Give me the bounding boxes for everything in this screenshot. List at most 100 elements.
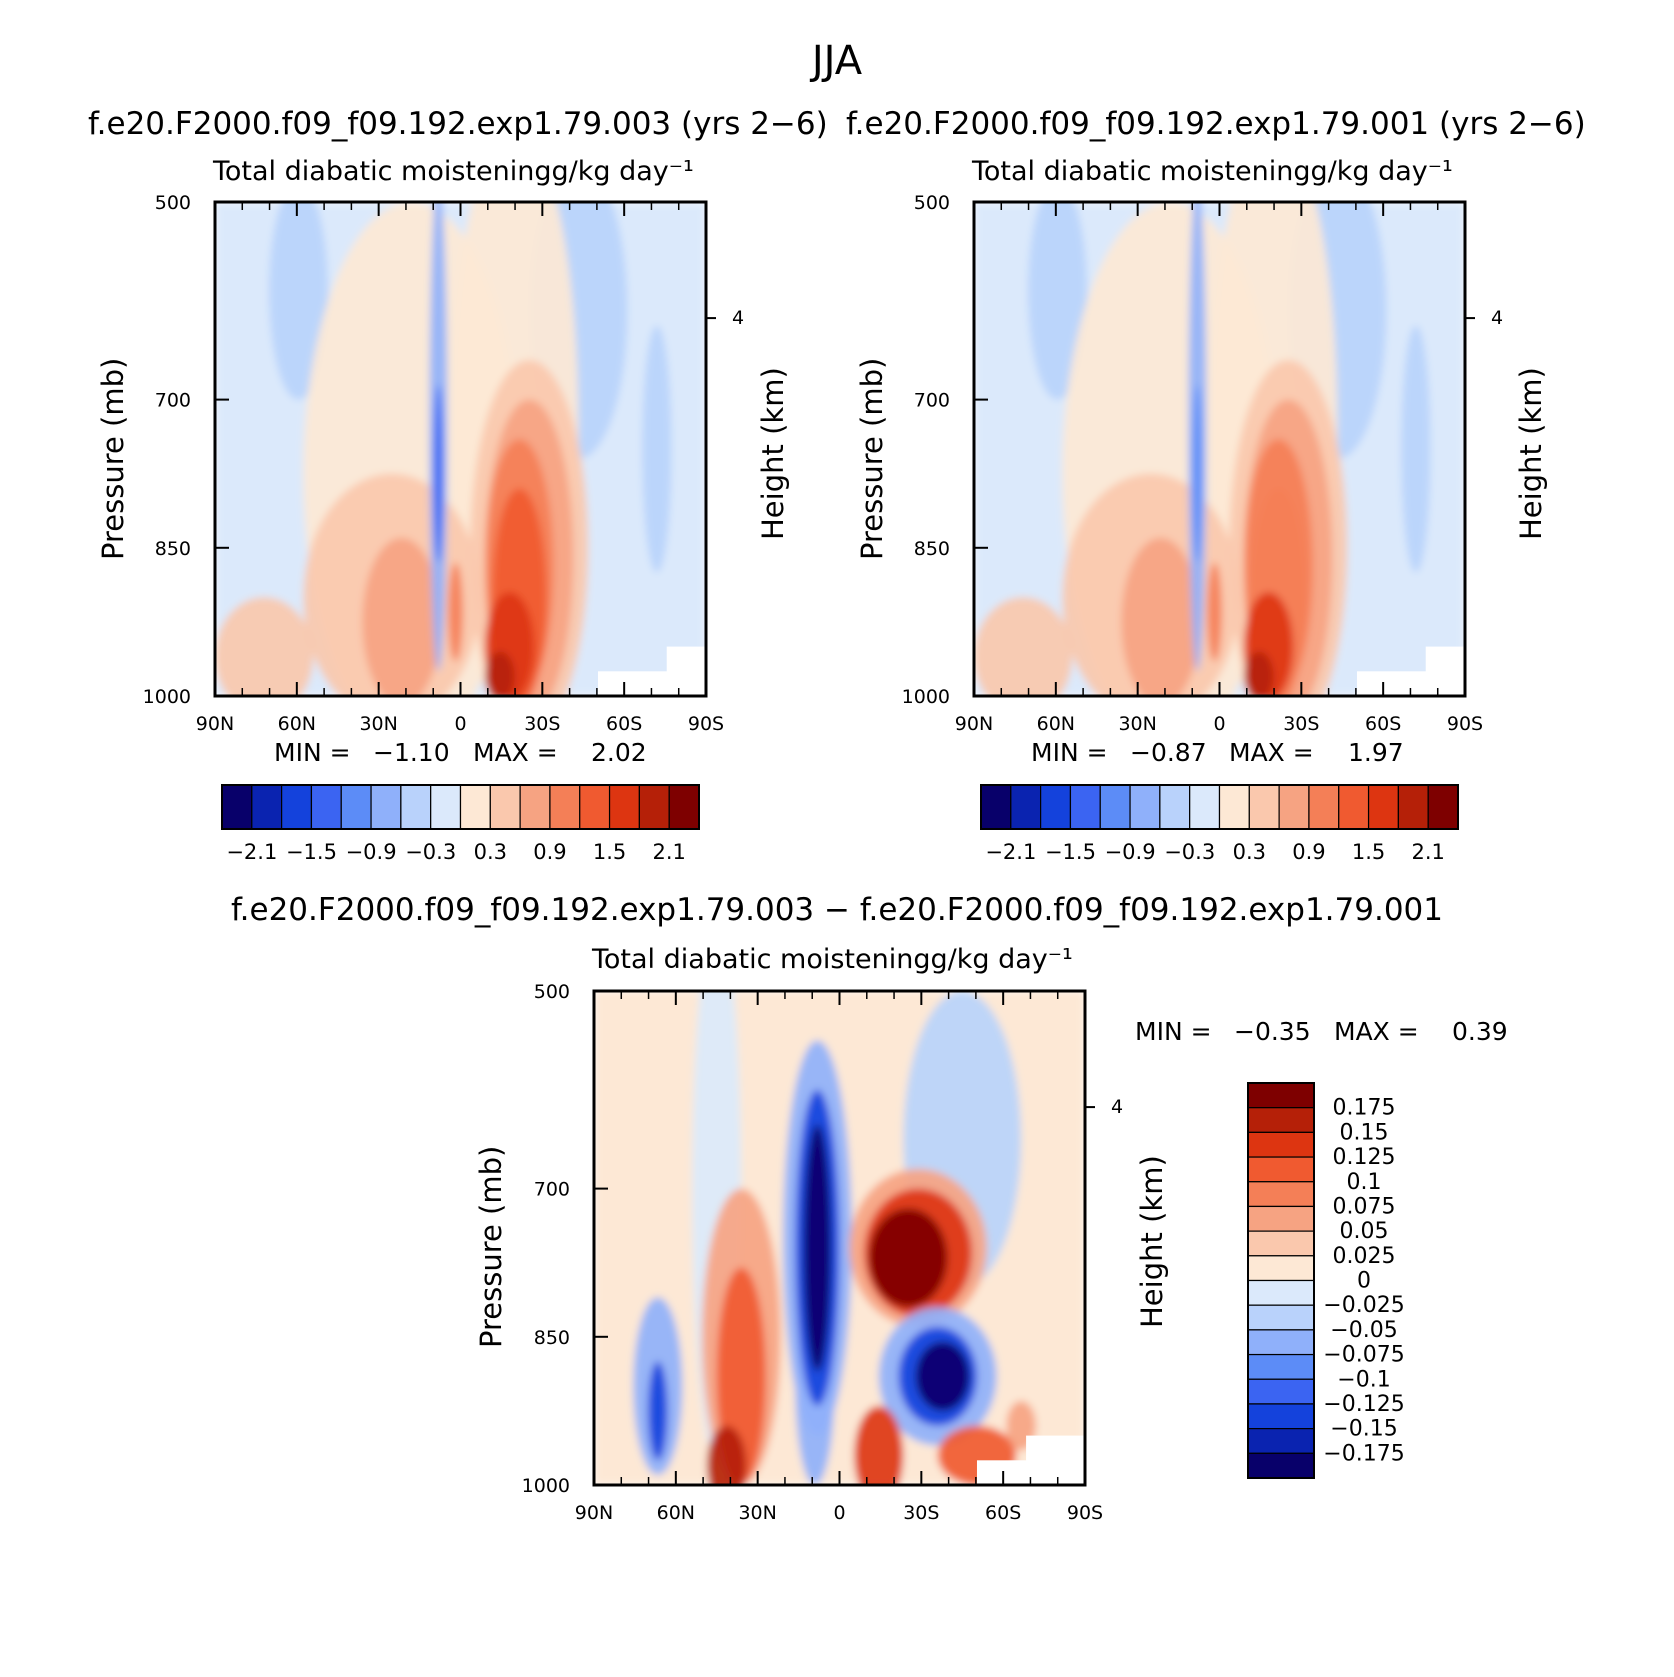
colorbar-swatch — [1248, 784, 1280, 830]
colorbar-swatch — [1247, 1279, 1315, 1306]
y-tick-label: 1000 — [143, 686, 191, 708]
contour-patch — [269, 202, 328, 400]
contour-patch — [868, 1208, 948, 1308]
colorbar-swatch — [1427, 784, 1459, 830]
colorbar-swatch — [1247, 1205, 1315, 1232]
colorbar-label: −0.3 — [1164, 840, 1215, 864]
contour-patch — [448, 562, 463, 662]
colorbar-label: −0.05 — [1330, 1318, 1397, 1343]
x-tick-label: 90N — [196, 713, 234, 735]
colorbar-label: −0.9 — [346, 840, 397, 864]
contour-patch — [915, 1341, 970, 1411]
colorbar-swatch — [1247, 1329, 1315, 1356]
diff-case-title: f.e20.F2000.f09_f09.192.exp1.79.003 − f.… — [231, 892, 1443, 928]
colorbar-swatch — [430, 784, 462, 830]
colorbar-label: −0.1 — [1337, 1367, 1390, 1392]
colorbar-label: 0.3 — [1233, 840, 1266, 864]
colorbar-frame — [980, 784, 1459, 830]
missing-data — [1026, 1435, 1085, 1485]
colorbar-label: 0.9 — [533, 840, 566, 864]
panel1-min-label: MIN = — [274, 738, 351, 767]
y-tick-label: 850 — [155, 538, 191, 560]
panel1-subtitle: Total diabatic moisteningg/kg day⁻¹ — [213, 156, 694, 187]
x-tick-label: 90N — [575, 1502, 613, 1524]
colorbar-swatch — [1247, 1082, 1315, 1109]
panel1-max-label: MAX = — [473, 738, 558, 767]
diff-max-label: MAX = — [1334, 1017, 1419, 1046]
x-tick-label: 30S — [524, 713, 560, 735]
colorbar-label: −0.175 — [1323, 1441, 1404, 1466]
colorbar-swatch — [400, 784, 432, 830]
colorbar-swatch — [1010, 784, 1042, 830]
panel1-min-value: −1.10 — [373, 738, 450, 767]
x-tick-label: 90S — [1447, 713, 1483, 735]
colorbar-swatch — [549, 784, 581, 830]
contour-patch — [362, 537, 441, 696]
panel-field-3 — [594, 991, 1085, 1485]
right-tick-label: 4 — [732, 307, 744, 329]
y-tick-label: 850 — [914, 538, 950, 560]
x-tick-label: 90N — [955, 713, 993, 735]
colorbar-swatch — [1247, 1156, 1315, 1183]
colorbar-swatch — [459, 784, 491, 830]
colorbar-swatch — [1040, 784, 1072, 830]
contour-patch — [1401, 325, 1431, 573]
colorbar-label: 0.125 — [1333, 1145, 1396, 1170]
diff-min-value: −0.35 — [1234, 1017, 1311, 1046]
y-tick-label: 500 — [534, 981, 570, 1003]
colorbar-label: 0.05 — [1340, 1219, 1389, 1244]
colorbar-label: 0.025 — [1333, 1244, 1396, 1269]
colorbar-frame — [221, 784, 700, 830]
colorbar-swatch — [1367, 784, 1399, 830]
colorbar-swatch — [281, 784, 313, 830]
colorbar-swatch — [310, 784, 342, 830]
panel1-case-title: f.e20.F2000.f09_f09.192.exp1.79.003 (yrs… — [88, 106, 828, 142]
y-tick-label: 850 — [534, 1327, 570, 1349]
contour-patch — [642, 325, 672, 573]
panel-field-2 — [974, 202, 1465, 696]
colorbar-swatch — [251, 784, 283, 830]
colorbar-label: −0.15 — [1330, 1417, 1397, 1442]
colorbar-swatch — [1308, 784, 1340, 830]
colorbar-label: 1.5 — [1352, 840, 1385, 864]
colorbar-swatch — [370, 784, 402, 830]
colorbar-label: −0.3 — [405, 840, 456, 864]
colorbar-label: 0.075 — [1333, 1194, 1396, 1219]
colorbar-swatch — [1218, 784, 1250, 830]
colorbar-label: −2.1 — [226, 840, 277, 864]
panel-field-1 — [215, 202, 706, 696]
contour-patch — [485, 651, 515, 696]
colorbar-swatch — [1247, 1131, 1315, 1158]
colorbar-label: 0.175 — [1333, 1096, 1396, 1121]
colorbar-label: 0.9 — [1292, 840, 1325, 864]
colorbar-swatch — [1189, 784, 1221, 830]
colorbar-label: −2.1 — [985, 840, 1036, 864]
diff-subtitle: Total diabatic moisteningg/kg day⁻¹ — [592, 944, 1073, 975]
colorbar-swatch — [1247, 1181, 1315, 1208]
colorbar-swatch — [579, 784, 611, 830]
missing-data — [1425, 646, 1465, 696]
x-tick-label: 30S — [903, 1502, 939, 1524]
x-tick-label: 0 — [833, 1502, 845, 1524]
panel2-case-title: f.e20.F2000.f09_f09.192.exp1.79.001 (yrs… — [846, 106, 1586, 142]
panel2-max-value: 1.97 — [1348, 738, 1404, 767]
diff-min-label: MIN = — [1135, 1017, 1212, 1046]
colorbar-swatch — [608, 784, 640, 830]
colorbar-label: 0 — [1357, 1269, 1371, 1294]
colorbar-label: 2.1 — [1411, 840, 1444, 864]
y-tick-label: 700 — [155, 390, 191, 412]
x-tick-label: 90S — [1067, 1502, 1103, 1524]
colorbar-swatch — [1278, 784, 1310, 830]
x-tick-label: 60S — [1365, 713, 1401, 735]
panel2-max-label: MAX = — [1229, 738, 1314, 767]
y-tick-label: 700 — [534, 1179, 570, 1201]
contour-patch — [1121, 537, 1200, 696]
colorbar-label: 2.1 — [652, 840, 685, 864]
contour-patch — [1207, 562, 1222, 662]
y-tick-label: 1000 — [522, 1475, 570, 1497]
x-tick-label: 0 — [454, 713, 466, 735]
contour-patch — [1244, 651, 1274, 696]
colorbar-swatch — [1247, 1353, 1315, 1380]
colorbar-swatch — [1397, 784, 1429, 830]
contour-patch — [215, 597, 314, 696]
